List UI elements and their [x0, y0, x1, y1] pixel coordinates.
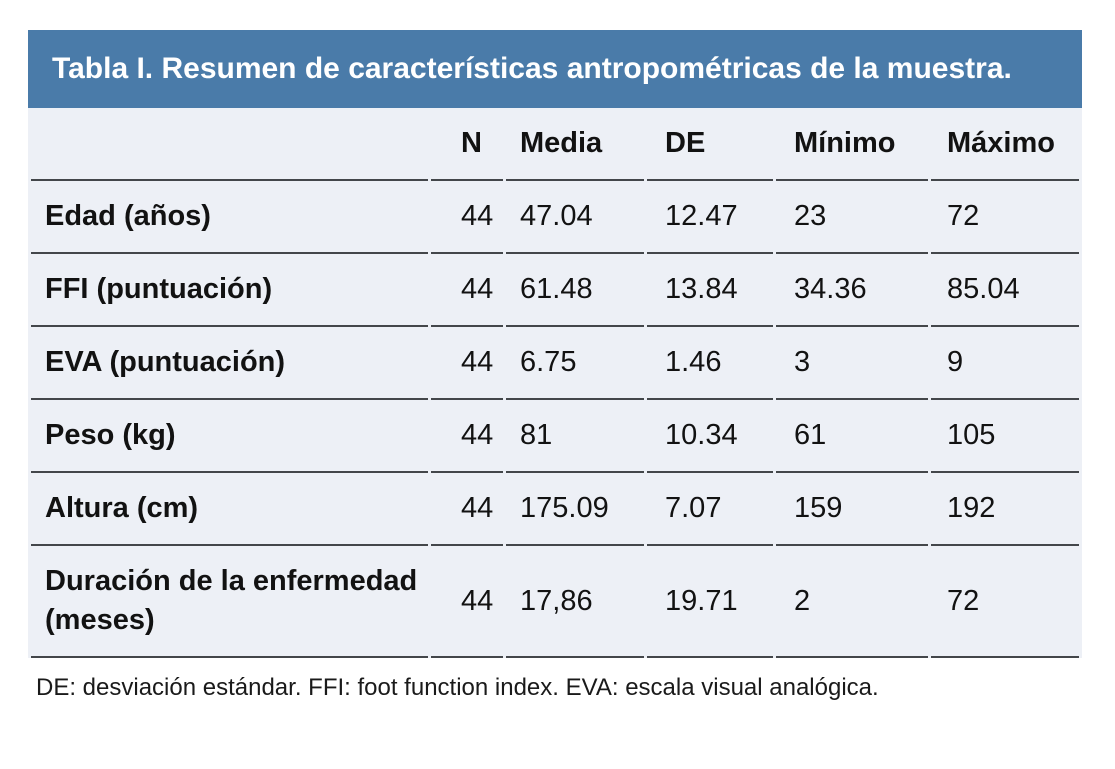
- cell-value: 44: [431, 254, 503, 327]
- cell-value: 12.47: [647, 181, 773, 254]
- cell-value: 2: [776, 546, 928, 658]
- cell-value: 159: [776, 473, 928, 546]
- cell-value: 23: [776, 181, 928, 254]
- cell-value: 192: [931, 473, 1079, 546]
- cell-value: 44: [431, 400, 503, 473]
- cell-value: 34.36: [776, 254, 928, 327]
- row-label: Peso (kg): [31, 400, 428, 473]
- column-header-de: DE: [647, 108, 773, 181]
- table-card: Tabla I. Resumen de características antr…: [28, 30, 1082, 703]
- cell-value: 61: [776, 400, 928, 473]
- cell-value: 3: [776, 327, 928, 400]
- cell-value: 9: [931, 327, 1079, 400]
- column-header-maximo: Máximo: [931, 108, 1079, 181]
- cell-value: 19.71: [647, 546, 773, 658]
- cell-value: 6.75: [506, 327, 644, 400]
- row-label: FFI (puntuación): [31, 254, 428, 327]
- table-row-eva: EVA (puntuación) 44 6.75 1.46 3 9: [31, 327, 1079, 400]
- cell-value: 44: [431, 181, 503, 254]
- row-label: EVA (puntuación): [31, 327, 428, 400]
- table-row-altura: Altura (cm) 44 175.09 7.07 159 192: [31, 473, 1079, 546]
- cell-value: 10.34: [647, 400, 773, 473]
- table-row-peso: Peso (kg) 44 81 10.34 61 105: [31, 400, 1079, 473]
- table-row-edad: Edad (años) 44 47.04 12.47 23 72: [31, 181, 1079, 254]
- column-header-minimo: Mínimo: [776, 108, 928, 181]
- table-title: Tabla I. Resumen de características antr…: [28, 30, 1082, 108]
- table-footnote: DE: desviación estándar. FFI: foot funct…: [36, 674, 879, 701]
- anthropometric-table: N Media DE Mínimo Máximo Edad (años) 44 …: [28, 108, 1082, 658]
- cell-value: 81: [506, 400, 644, 473]
- cell-value: 13.84: [647, 254, 773, 327]
- cell-value: 44: [431, 327, 503, 400]
- column-header-media: Media: [506, 108, 644, 181]
- cell-value: 72: [931, 181, 1079, 254]
- cell-value: 44: [431, 546, 503, 658]
- row-label: Edad (años): [31, 181, 428, 254]
- row-label: Duración de la enfermedad (meses): [31, 546, 428, 658]
- table-row-duracion: Duración de la enfermedad (meses) 44 17,…: [31, 546, 1079, 658]
- cell-value: 61.48: [506, 254, 644, 327]
- cell-value: 85.04: [931, 254, 1079, 327]
- row-label: Altura (cm): [31, 473, 428, 546]
- cell-value: 47.04: [506, 181, 644, 254]
- table-row-ffi: FFI (puntuación) 44 61.48 13.84 34.36 85…: [31, 254, 1079, 327]
- cell-value: 105: [931, 400, 1079, 473]
- cell-value: 72: [931, 546, 1079, 658]
- cell-value: 44: [431, 473, 503, 546]
- column-header-variable: [31, 108, 428, 181]
- cell-value: 1.46: [647, 327, 773, 400]
- header-row: N Media DE Mínimo Máximo: [31, 108, 1079, 181]
- column-header-n: N: [431, 108, 503, 181]
- cell-value: 175.09: [506, 473, 644, 546]
- cell-value: 17,86: [506, 546, 644, 658]
- cell-value: 7.07: [647, 473, 773, 546]
